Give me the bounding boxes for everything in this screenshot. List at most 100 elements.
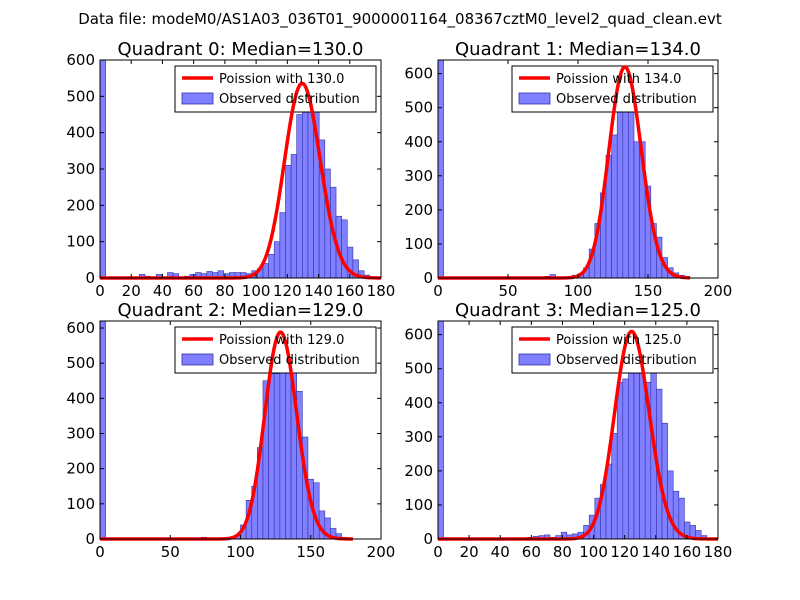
histogram-bar — [616, 97, 624, 279]
x-tick-label: 140 — [641, 543, 670, 561]
x-tick-label: 180 — [367, 282, 396, 300]
y-tick-label: 400 — [66, 124, 95, 142]
legend-observed-swatch — [181, 92, 214, 105]
histogram-bar — [611, 433, 618, 540]
x-tick-label: 200 — [367, 543, 396, 561]
quadrant-2-title: Quadrant 2: Median=129.0 — [118, 300, 364, 321]
x-tick-label: 120 — [610, 543, 639, 561]
histogram-bar — [661, 422, 668, 540]
quadrant-1-title: Quadrant 1: Median=134.0 — [455, 39, 701, 60]
histogram-bar — [633, 141, 640, 279]
x-tick-label: 0 — [433, 543, 443, 561]
legend-observed-swatch — [518, 92, 551, 105]
quadrant-1-panel: Quadrant 1: Median=134.0 0 50 100 150 200 0 10… — [404, 39, 732, 300]
x-tick-label: 50 — [161, 543, 180, 561]
x-tick-label: 100 — [564, 282, 593, 300]
legend-observed-swatch — [518, 353, 551, 366]
y-tick-label: 200 — [66, 196, 95, 214]
y-tick-label: 400 — [404, 133, 433, 151]
y-tick-label: 600 — [66, 319, 95, 337]
x-tick-label: 40 — [153, 282, 172, 300]
y-tick-label: 0 — [423, 269, 433, 287]
histogram-bar — [633, 361, 640, 540]
x-tick-label: 0 — [433, 282, 443, 300]
x-tick-label: 60 — [184, 282, 203, 300]
quadrant-2-legend-observed-label: Observed distribution — [219, 353, 360, 368]
histogram-bar — [273, 241, 281, 279]
y-tick-label: 0 — [85, 530, 95, 548]
histogram-bar — [302, 99, 309, 279]
figure-title: Data file: modeM0/AS1A03_036T01_90000011… — [78, 10, 722, 29]
y-tick-label: 0 — [423, 530, 433, 548]
histogram-bar — [296, 114, 303, 279]
histogram-bar — [628, 83, 635, 279]
quadrant-0-legend — [174, 65, 377, 113]
quadrant-0-poisson-fit-line — [99, 81, 382, 280]
histogram-bar — [290, 154, 297, 279]
y-tick-label: 200 — [66, 460, 95, 478]
histogram-bar — [611, 134, 618, 279]
y-tick-label: 100 — [404, 496, 433, 514]
x-tick-label: 140 — [304, 282, 333, 300]
y-tick-label: 600 — [404, 65, 433, 83]
quadrant-3-axes-frame — [437, 320, 719, 540]
quadrant-3-title: Quadrant 3: Median=125.0 — [455, 300, 701, 321]
histogram-bar — [99, 320, 106, 540]
histogram-bar — [437, 59, 444, 279]
y-tick-label: 500 — [66, 87, 95, 105]
x-tick-label: 60 — [522, 543, 541, 561]
quadrant-0-legend-fit-label: Poission with 130.0 — [219, 72, 344, 87]
x-tick-label: 80 — [553, 543, 572, 561]
legend-observed-swatch — [181, 353, 214, 366]
histogram-bar — [273, 373, 281, 540]
x-tick-label: 180 — [704, 543, 733, 561]
x-tick-label: 50 — [498, 282, 517, 300]
y-tick-label: 600 — [66, 51, 95, 69]
x-tick-label: 100 — [242, 282, 271, 300]
x-tick-label: 100 — [226, 543, 255, 561]
y-tick-label: 200 — [404, 462, 433, 480]
x-tick-label: 200 — [704, 282, 733, 300]
histogram-bar — [437, 320, 444, 540]
histogram-bar — [285, 165, 292, 279]
quadrant-1-legend-observed-label: Observed distribution — [556, 92, 697, 107]
y-tick-label: 100 — [66, 233, 95, 251]
quadrant-2-panel: Quadrant 2: Median=129.0 0 50 100 150 200 0 10… — [66, 300, 395, 561]
x-tick-label: 100 — [579, 543, 608, 561]
y-tick-label: 100 — [66, 495, 95, 513]
x-tick-label: 150 — [296, 543, 325, 561]
x-tick-label: 80 — [215, 282, 234, 300]
y-tick-label: 200 — [404, 201, 433, 219]
quadrant-0-panel: Quadrant 0: Median=130.0 0 20 40 60 80 100 120… — [66, 39, 395, 300]
quadrant-2-bars — [99, 320, 348, 540]
x-tick-label: 120 — [273, 282, 302, 300]
histogram-bar — [262, 263, 269, 279]
y-tick-label: 100 — [404, 235, 433, 253]
histogram-bar — [279, 212, 286, 279]
histogram-bar — [268, 254, 275, 279]
x-tick-label: 0 — [95, 282, 105, 300]
y-tick-label: 400 — [66, 389, 95, 407]
quadrant-0-legend-observed-label: Observed distribution — [219, 92, 360, 107]
y-tick-label: 300 — [404, 167, 433, 185]
x-tick-label: 20 — [122, 282, 141, 300]
histogram-bar — [268, 373, 275, 540]
quadrant-2-legend-fit-label: Poission with 129.0 — [219, 333, 344, 348]
y-tick-label: 400 — [404, 394, 433, 412]
quadrant-3-panel: Quadrant 3: Median=125.0 0 20 40 60 80 100 120… — [404, 300, 732, 561]
histogram-bar — [616, 382, 624, 540]
quadrant-3-legend-fit-label: Poission with 125.0 — [556, 333, 681, 348]
y-tick-label: 300 — [66, 160, 95, 178]
y-tick-label: 500 — [66, 354, 95, 372]
y-tick-label: 300 — [404, 428, 433, 446]
x-tick-label: 20 — [460, 543, 479, 561]
y-tick-label: 500 — [404, 360, 433, 378]
quadrant-3-legend-observed-label: Observed distribution — [556, 353, 697, 368]
y-tick-label: 0 — [85, 269, 95, 287]
x-tick-label: 0 — [95, 543, 105, 561]
x-tick-label: 160 — [335, 282, 364, 300]
y-tick-label: 500 — [404, 99, 433, 117]
x-tick-label: 160 — [673, 543, 702, 561]
histogram-bar — [667, 470, 674, 540]
